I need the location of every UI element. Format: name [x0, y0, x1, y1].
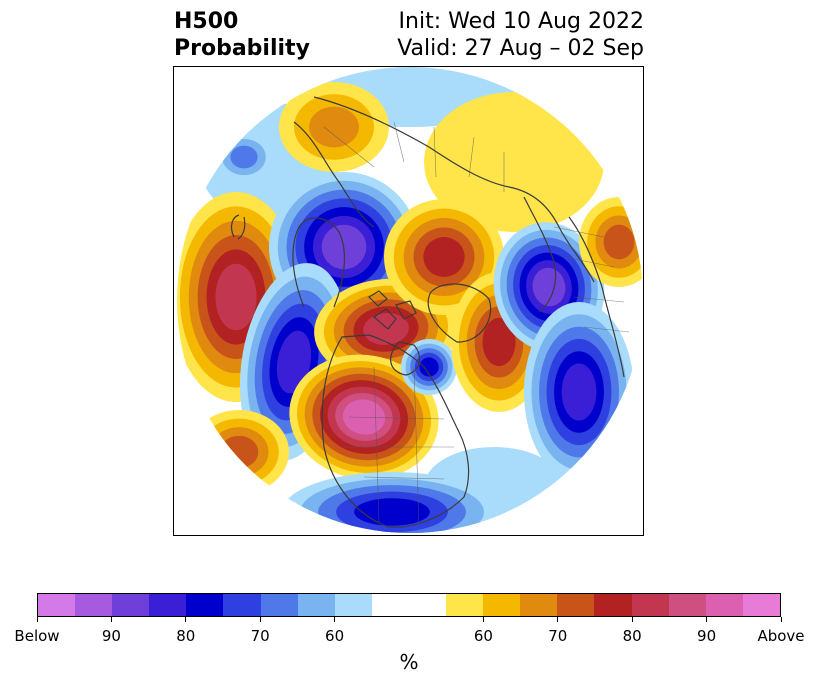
probability-contour	[230, 145, 258, 169]
colorbar-segment	[371, 594, 409, 616]
probability-contour	[424, 92, 604, 232]
colorbar-segment	[260, 594, 298, 616]
colorbar-tick	[185, 617, 187, 622]
colorbar-tick	[259, 617, 261, 622]
eurasia-coast	[313, 96, 595, 283]
alaska-coast	[292, 217, 345, 308]
colorbar-tick-label: 60	[473, 627, 493, 645]
probability-contour	[482, 317, 516, 367]
colorbar-unit-label: %	[399, 650, 419, 674]
colorbar-tick-label: 70	[548, 627, 568, 645]
colorbar-segment	[149, 594, 187, 616]
colorbar-tick	[631, 617, 633, 622]
probability-contour	[423, 237, 465, 277]
probability-contour	[419, 357, 439, 377]
colorbar-tick-label: Below	[14, 627, 60, 645]
colorbar-tick-label: 80	[622, 627, 642, 645]
colorbar-tick-label: 80	[176, 627, 196, 645]
asia-borders	[323, 121, 505, 192]
map-panel	[173, 66, 644, 536]
colorbar-segment	[705, 594, 743, 616]
probability-contour	[561, 363, 597, 421]
colorbar-tick	[780, 617, 782, 622]
colorbar-segment	[408, 594, 447, 616]
colorbar-tick-label: 70	[250, 627, 270, 645]
colorbar-tick-label: 90	[101, 627, 121, 645]
north-america-coast	[321, 334, 470, 528]
colorbar-tick	[706, 617, 708, 622]
colorbar-segment	[483, 594, 521, 616]
colorbar-segment	[557, 594, 595, 616]
colorbar-segment	[112, 594, 150, 616]
colorbar-tick-label: 90	[697, 627, 717, 645]
colorbar-segment	[297, 594, 335, 616]
probability-contour	[276, 330, 312, 394]
colorbar-tick	[334, 617, 336, 622]
siberia-coast	[293, 121, 375, 228]
colorbar-segment	[668, 594, 706, 616]
valid-period: Valid: 27 Aug – 02 Sep	[397, 36, 644, 61]
colorbar-segment	[75, 594, 113, 616]
us-canada-borders	[344, 366, 454, 528]
probability-contour	[219, 435, 259, 469]
coastlines	[230, 96, 625, 528]
colorbar-segment	[520, 594, 558, 616]
scandinavia-coast	[523, 196, 557, 313]
colorbar-segment	[594, 594, 632, 616]
japan-coast	[230, 214, 246, 240]
init-date: Init: Wed 10 Aug 2022	[398, 9, 644, 34]
probability-contour	[532, 267, 566, 307]
colorbar-tick-label: Above	[757, 627, 805, 645]
colorbar-segment	[446, 594, 484, 616]
title-line-1: H500	[174, 9, 239, 34]
colorbar-segment	[223, 594, 261, 616]
colorbar-segment	[631, 594, 669, 616]
probability-contour	[309, 106, 359, 148]
europe-coast	[568, 216, 625, 378]
hudson-bay-coast	[390, 341, 421, 376]
colorbar-tick-label: 60	[325, 627, 345, 645]
colorbar-tick	[36, 617, 38, 622]
probability-contour	[215, 263, 257, 331]
colorbar	[37, 593, 781, 617]
colorbar-tick	[482, 617, 484, 622]
political-boundaries	[323, 121, 630, 528]
europe-borders	[553, 226, 630, 333]
chart-title: H500 Probability	[174, 8, 310, 62]
run-info: Init: Wed 10 Aug 2022 Valid: 27 Aug – 02…	[397, 8, 644, 62]
title-line-2: Probability	[174, 36, 310, 61]
probability-contour	[342, 399, 386, 435]
colorbar-segment	[186, 594, 224, 616]
probability-map	[177, 67, 643, 533]
greenland-coast	[427, 283, 492, 343]
colorbar-segment	[38, 594, 76, 616]
colorbar-segment	[334, 594, 372, 616]
colorbar-tick	[557, 617, 559, 622]
probability-contour	[603, 224, 635, 260]
canadian-archipelago	[368, 290, 417, 330]
colorbar-segment	[742, 594, 780, 616]
probability-contour	[354, 498, 430, 526]
colorbar-tick	[110, 617, 112, 622]
